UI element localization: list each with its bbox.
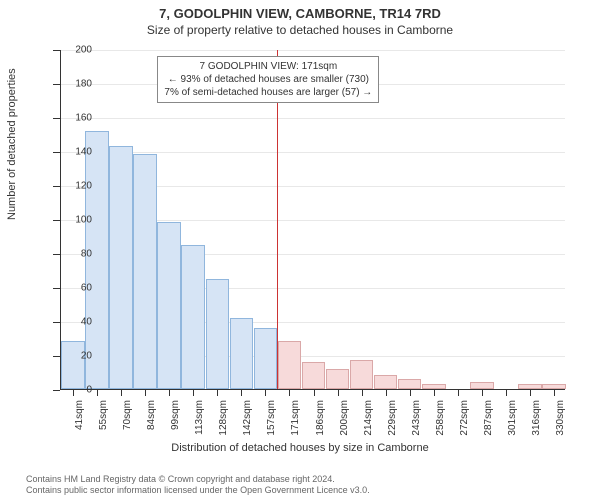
- y-tick-label: 140: [56, 147, 92, 158]
- bar: [230, 318, 254, 389]
- x-tick: [217, 390, 218, 396]
- x-tick: [338, 390, 339, 396]
- x-tick: [169, 390, 170, 396]
- x-tick: [314, 390, 315, 396]
- bar: [470, 382, 494, 389]
- bar: [133, 154, 157, 389]
- chart-container: { "title": "7, GODOLPHIN VIEW, CAMBORNE,…: [0, 0, 600, 500]
- x-tick: [482, 390, 483, 396]
- x-tick: [193, 390, 194, 396]
- x-tick: [121, 390, 122, 396]
- y-tick-label: 80: [56, 249, 92, 260]
- chart-subtitle: Size of property relative to detached ho…: [0, 21, 600, 37]
- x-tick: [265, 390, 266, 396]
- bar: [374, 375, 398, 389]
- annotation-line-2: ← 93% of detached houses are smaller (73…: [164, 73, 372, 86]
- y-tick-label: 200: [56, 45, 92, 56]
- x-tick: [289, 390, 290, 396]
- bar: [350, 360, 374, 389]
- x-tick: [434, 390, 435, 396]
- y-tick-label: 60: [56, 283, 92, 294]
- footnote-line-2: Contains public sector information licen…: [26, 485, 370, 496]
- y-tick-label: 0: [56, 385, 92, 396]
- y-tick-label: 120: [56, 181, 92, 192]
- bar: [326, 369, 350, 389]
- bar: [61, 341, 85, 389]
- y-tick-label: 20: [56, 351, 92, 362]
- bar: [278, 341, 302, 389]
- annotation-line-1: 7 GODOLPHIN VIEW: 171sqm: [164, 60, 372, 73]
- plot-area: 7 GODOLPHIN VIEW: 171sqm ← 93% of detach…: [60, 50, 565, 390]
- bar: [109, 146, 133, 389]
- bar: [181, 245, 205, 390]
- y-axis-title: Number of detached properties: [6, 68, 18, 220]
- y-tick-label: 40: [56, 317, 92, 328]
- x-tick: [506, 390, 507, 396]
- bar: [398, 379, 422, 389]
- x-axis-title: Distribution of detached houses by size …: [0, 442, 600, 454]
- x-tick: [362, 390, 363, 396]
- x-tick: [97, 390, 98, 396]
- bar: [302, 362, 326, 389]
- x-tick: [410, 390, 411, 396]
- chart-title: 7, GODOLPHIN VIEW, CAMBORNE, TR14 7RD: [0, 0, 600, 21]
- bar: [157, 222, 181, 389]
- x-tick: [458, 390, 459, 396]
- y-tick-label: 100: [56, 215, 92, 226]
- x-tick: [530, 390, 531, 396]
- x-tick: [145, 390, 146, 396]
- x-tick: [386, 390, 387, 396]
- bar: [542, 384, 566, 389]
- y-tick-label: 160: [56, 113, 92, 124]
- annotation-box: 7 GODOLPHIN VIEW: 171sqm ← 93% of detach…: [157, 56, 379, 103]
- footnote: Contains HM Land Registry data © Crown c…: [26, 474, 370, 497]
- x-tick: [554, 390, 555, 396]
- bar: [422, 384, 446, 389]
- footnote-line-1: Contains HM Land Registry data © Crown c…: [26, 474, 370, 485]
- bar: [254, 328, 278, 389]
- bar: [206, 279, 230, 390]
- annotation-line-3: 7% of semi-detached houses are larger (5…: [164, 86, 372, 99]
- x-tick: [241, 390, 242, 396]
- y-tick-label: 180: [56, 79, 92, 90]
- bar: [518, 384, 542, 389]
